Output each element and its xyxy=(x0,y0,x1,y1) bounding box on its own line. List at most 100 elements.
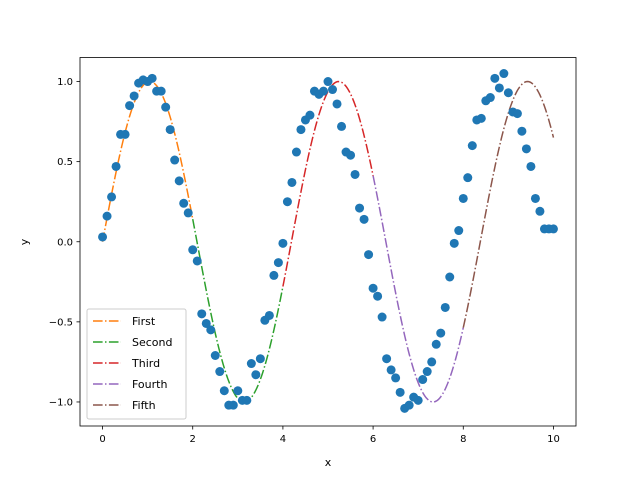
scatter-point xyxy=(395,387,405,397)
scatter-point xyxy=(278,238,288,248)
scatter-point xyxy=(413,395,423,405)
scatter-point xyxy=(454,226,464,236)
scatter-point xyxy=(129,91,139,101)
scatter-point xyxy=(535,206,545,216)
scatter-point xyxy=(183,208,193,218)
legend-label-3: Third xyxy=(131,357,160,370)
scatter-point xyxy=(494,83,504,93)
legend-label-5: Fifth xyxy=(132,399,156,412)
scatter-point xyxy=(548,224,558,234)
scatter-point xyxy=(188,245,198,255)
x-tick-label: 6 xyxy=(370,434,376,445)
scatter-point xyxy=(364,250,374,260)
scatter-point xyxy=(355,203,365,213)
scatter-point xyxy=(530,193,540,203)
legend-box xyxy=(86,308,187,420)
scatter-point xyxy=(125,101,135,111)
scatter-point xyxy=(499,69,509,79)
scatter-point xyxy=(328,85,338,95)
scatter-point xyxy=(206,325,216,335)
scatter-point xyxy=(517,126,527,136)
legend: First Second Third Fourth Fifth xyxy=(86,308,187,420)
scatter-point xyxy=(377,312,387,322)
x-axis-ticks: 0 2 4 6 8 10 xyxy=(99,426,560,445)
y-tick-label: 0.0 xyxy=(57,237,73,248)
scatter-point xyxy=(431,339,441,349)
scatter-point xyxy=(219,386,229,396)
scatter-point xyxy=(346,150,356,160)
x-tick-label: 4 xyxy=(280,434,286,445)
scatter-point xyxy=(111,161,121,171)
scatter-point xyxy=(458,193,468,203)
scatter-point xyxy=(332,99,342,109)
scatter-point xyxy=(436,328,446,338)
scatter-point xyxy=(273,258,283,268)
scatter-point xyxy=(490,73,500,83)
x-tick-label: 0 xyxy=(99,434,105,445)
scatter-point xyxy=(368,283,378,293)
scatter-point xyxy=(305,110,315,120)
scatter-point xyxy=(386,365,396,375)
scatter-point xyxy=(418,375,428,385)
scatter-point xyxy=(476,113,486,123)
scatter-point xyxy=(296,125,306,135)
scatter-point xyxy=(161,102,171,112)
scatter-point xyxy=(391,373,401,383)
scatter-point xyxy=(467,141,477,151)
scatter-points xyxy=(98,69,558,413)
scatter-point xyxy=(147,73,157,83)
x-tick-label: 8 xyxy=(460,434,466,445)
scatter-point xyxy=(179,198,189,208)
scatter-point xyxy=(323,77,333,87)
scatter-point xyxy=(449,238,459,248)
scatter-point xyxy=(359,214,369,224)
scatter-point xyxy=(427,357,437,367)
series-line-5 xyxy=(462,80,555,328)
scatter-point xyxy=(485,93,495,103)
y-tick-label: 1.0 xyxy=(57,77,73,88)
scatter-point xyxy=(102,211,112,221)
y-tick-label: −0.5 xyxy=(49,317,73,328)
scatter-point xyxy=(210,351,220,360)
scatter-point xyxy=(215,367,225,377)
scatter-point xyxy=(269,270,279,280)
x-axis-label: x xyxy=(325,456,332,469)
scatter-point xyxy=(264,310,274,320)
scatter-point xyxy=(201,318,211,328)
y-axis-label: y xyxy=(18,238,31,245)
scatter-point xyxy=(291,147,301,157)
scatter-point xyxy=(120,129,130,139)
legend-label-4: Fourth xyxy=(132,378,167,391)
scatter-point xyxy=(373,291,383,301)
scatter-point xyxy=(521,144,531,154)
legend-label-1: First xyxy=(132,315,156,328)
scatter-point xyxy=(422,367,432,377)
scatter-point xyxy=(445,272,455,282)
scatter-point xyxy=(350,169,360,179)
scatter-point xyxy=(197,309,207,319)
scatter-point xyxy=(98,232,108,242)
scatter-point xyxy=(107,192,117,202)
scatter-point xyxy=(337,121,347,131)
scatter-point xyxy=(318,86,328,96)
x-tick-label: 2 xyxy=(190,434,196,445)
scatter-point xyxy=(404,400,414,410)
scatter-point xyxy=(192,256,202,266)
x-tick-label: 10 xyxy=(547,434,560,445)
series-line-2 xyxy=(191,219,284,403)
scatter-point xyxy=(246,359,256,369)
scatter-point xyxy=(174,176,184,186)
scatter-point xyxy=(255,354,265,364)
scatter-point xyxy=(233,386,243,396)
scatter-point xyxy=(382,354,392,364)
scatter-point xyxy=(512,109,522,119)
scatter-point xyxy=(463,173,473,183)
scatter-point xyxy=(228,400,238,410)
y-tick-label: 0.5 xyxy=(57,157,73,168)
scatter-point xyxy=(242,395,252,405)
scatter-point xyxy=(165,125,175,135)
legend-label-2: Second xyxy=(132,336,172,349)
scatter-point xyxy=(503,88,513,98)
y-axis-ticks: −1.0 −0.5 0.0 0.5 1.0 xyxy=(49,77,80,408)
